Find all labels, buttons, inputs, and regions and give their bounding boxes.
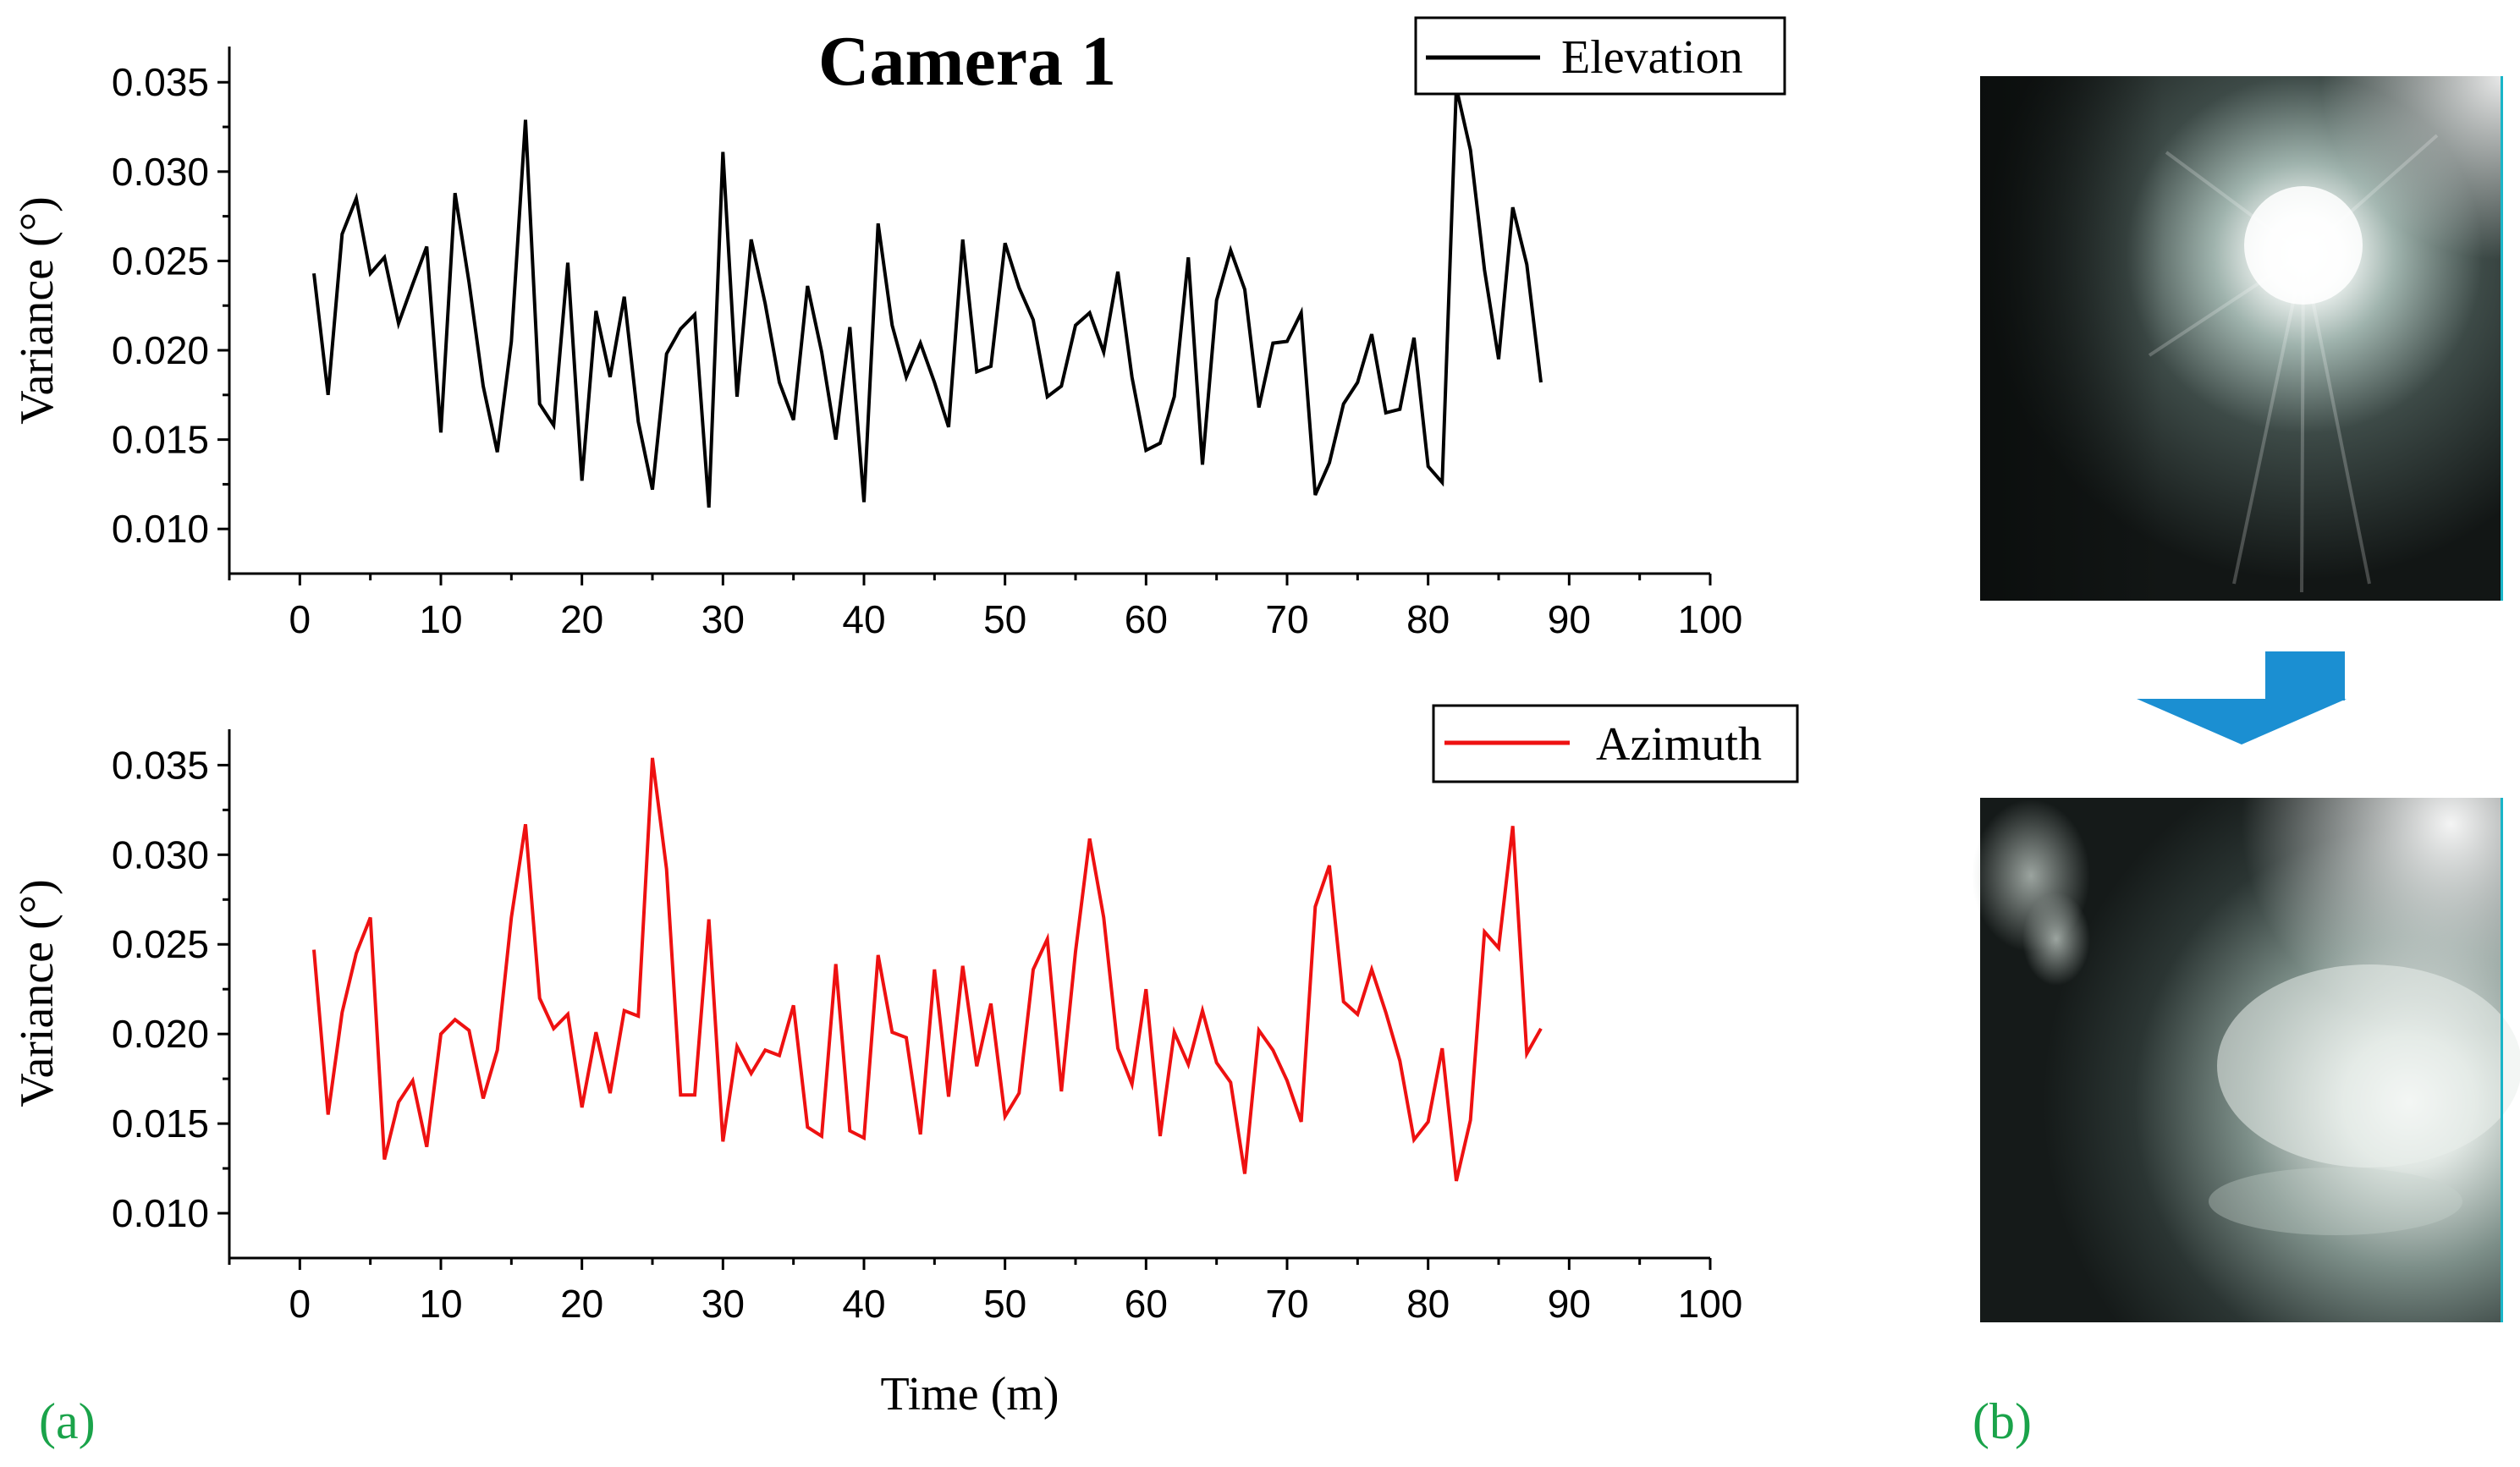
y-tick-label: 0.025 xyxy=(112,239,209,283)
y-tick-label: 0.030 xyxy=(112,832,209,876)
series-line-azimuth xyxy=(312,757,1543,1182)
camera-image-after xyxy=(1972,798,2520,1322)
tick-group-top: 0 10 20 30 40 50 60 70 80 90 100 0.010 0.015 0.020 0.0… xyxy=(112,60,1743,641)
x-tick-label: 100 xyxy=(1678,1282,1743,1326)
y-tick-label: 0.030 xyxy=(112,150,209,194)
y-tick-label: 0.015 xyxy=(112,418,209,462)
y-tick-label: 0.015 xyxy=(112,1102,209,1146)
legend-top: Elevation xyxy=(1414,16,1786,96)
x-tick-label: 30 xyxy=(702,597,745,641)
series-line-elevation xyxy=(312,87,1543,508)
x-tick-label: 50 xyxy=(983,1282,1026,1326)
chart-azimuth: 0 10 20 30 40 50 60 70 80 90 100 0.010 0.015 0.020 0.0… xyxy=(11,704,1799,1420)
legend-label-elevation: Elevation xyxy=(1561,31,1743,84)
y-axis-title-top: Variance (°) xyxy=(11,196,63,425)
y-tick-label: 0.035 xyxy=(112,743,209,787)
x-tick-label: 70 xyxy=(1265,1282,1308,1326)
tick-group-bottom: 0 10 20 30 40 50 60 70 80 90 100 0.010 0.015 0.020 0.0… xyxy=(112,743,1743,1326)
x-tick-label: 100 xyxy=(1678,597,1743,641)
x-tick-label: 70 xyxy=(1265,597,1308,641)
y-tick-label: 0.010 xyxy=(112,507,209,551)
x-tick-label: 0 xyxy=(289,597,311,641)
y-tick-label: 0.020 xyxy=(112,328,209,372)
x-tick-label: 40 xyxy=(842,597,885,641)
x-tick-label: 10 xyxy=(419,1282,462,1326)
y-axis-title-bottom: Variance (°) xyxy=(11,879,63,1107)
y-tick-label: 0.035 xyxy=(112,60,209,104)
legend-label-azimuth: Azimuth xyxy=(1596,718,1762,771)
y-tick-label: 0.010 xyxy=(112,1191,209,1235)
x-tick-label: 80 xyxy=(1406,1282,1450,1326)
panel-label-b: (b) xyxy=(1973,1393,2032,1449)
camera-image-before xyxy=(1980,76,2503,601)
x-tick-label: 90 xyxy=(1548,1282,1591,1326)
x-tick-label: 50 xyxy=(983,597,1026,641)
chart-title: Camera 1 xyxy=(818,22,1116,101)
chart-elevation: 0 10 20 30 40 50 60 70 80 90 100 0.010 0.015 0.020 0.0… xyxy=(11,16,1786,641)
down-arrow-head xyxy=(2137,699,2347,744)
x-axis-title: Time (m) xyxy=(880,1368,1059,1420)
down-arrow-stem xyxy=(2265,651,2345,701)
legend-bottom: Azimuth xyxy=(1432,704,1799,783)
x-tick-label: 60 xyxy=(1125,1282,1168,1326)
x-tick-label: 90 xyxy=(1548,597,1591,641)
x-tick-label: 40 xyxy=(842,1282,885,1326)
x-tick-label: 20 xyxy=(560,597,603,641)
x-tick-label: 0 xyxy=(289,1282,311,1326)
x-tick-label: 20 xyxy=(560,1282,603,1326)
y-tick-label: 0.025 xyxy=(112,922,209,966)
x-tick-label: 80 xyxy=(1406,597,1450,641)
x-tick-label: 10 xyxy=(419,597,462,641)
x-tick-label: 60 xyxy=(1125,597,1168,641)
panel-label-a: (a) xyxy=(39,1393,96,1449)
y-tick-label: 0.020 xyxy=(112,1012,209,1056)
x-tick-label: 30 xyxy=(702,1282,745,1326)
